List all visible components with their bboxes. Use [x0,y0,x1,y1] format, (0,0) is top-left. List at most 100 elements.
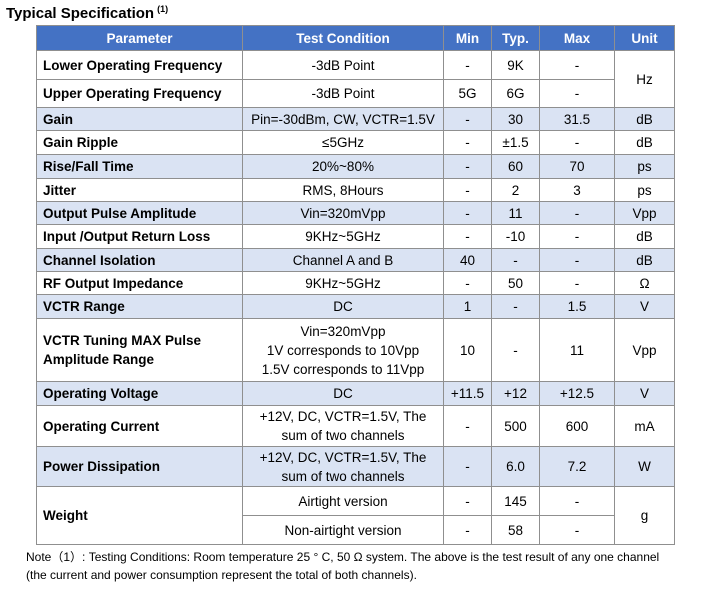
typ-cell: 11 [491,201,540,225]
header-max: Max [539,25,615,51]
param-cell: Jitter [36,178,243,202]
table-row: Rise/Fall Time 20%~80% - 60 70 ps [36,154,675,179]
max-cell: - [539,201,615,225]
table-row: VCTR Tuning MAX Pulse Amplitude Range Vi… [36,318,675,382]
typ-cell: 6.0 [491,446,540,487]
min-cell: - [443,405,492,447]
min-cell: - [443,515,492,545]
max-cell: 7.2 [539,446,615,487]
min-cell: - [443,486,492,516]
unit-cell: dB [614,130,675,155]
table-row: Upper Operating Frequency -3dB Point 5G … [36,79,675,108]
param-cell: Upper Operating Frequency [36,79,243,108]
condition-cell: +12V, DC, VCTR=1.5V, The sum of two chan… [242,405,444,447]
param-cell: VCTR Tuning MAX Pulse Amplitude Range [36,318,243,382]
max-cell: - [539,271,615,295]
max-cell: 11 [539,318,615,382]
unit-cell: Vpp [614,201,675,225]
table-row: Gain Ripple ≤5GHz - ±1.5 - dB [36,130,675,155]
condition-line: 1V corresponds to 10Vpp [266,342,420,358]
min-cell: - [443,224,492,249]
header-typ: Typ. [491,25,540,51]
param-cell: VCTR Range [36,294,243,319]
title-footnote-marker: (1) [157,4,169,14]
typ-cell: 2 [491,178,540,202]
condition-cell: ≤5GHz [242,130,444,155]
typ-cell: 30 [491,107,540,131]
condition-line: 1.5V corresponds to 11Vpp [261,361,425,377]
table-row: Channel Isolation Channel A and B 40 - -… [36,248,675,272]
unit-cell: ps [614,154,675,179]
condition-line: +12V, DC, VCTR=1.5V, The [259,449,427,465]
footnote: Note（1）: Testing Conditions: Room temper… [26,548,702,584]
unit-cell: V [614,381,675,406]
header-row: Parameter Test Condition Min Typ. Max Un… [36,25,675,51]
table-row: Gain Pin=-30dBm, CW, VCTR=1.5V - 30 31.5… [36,107,675,131]
typ-cell: 58 [491,515,540,545]
max-cell: - [539,79,615,108]
max-cell: - [539,515,615,545]
header-test-condition: Test Condition [242,25,444,51]
typ-cell: 145 [491,486,540,516]
condition-cell: Non-airtight version [242,515,444,545]
table-row: VCTR Range DC 1 - 1.5 V [36,294,675,319]
condition-line: sum of two channels [281,468,405,484]
typ-cell: 50 [491,271,540,295]
table-row: Jitter RMS, 8Hours - 2 3 ps [36,178,675,202]
table-row: Operating Voltage DC +11.5 +12 +12.5 V [36,381,675,406]
param-cell: RF Output Impedance [36,271,243,295]
param-line: VCTR Tuning MAX Pulse [43,333,201,348]
min-cell: - [443,154,492,179]
typ-cell: - [491,248,540,272]
max-cell: - [539,486,615,516]
param-cell: Gain Ripple [36,130,243,155]
condition-line: Vin=320mVpp [300,323,386,339]
param-cell: Power Dissipation [36,446,243,487]
max-cell: - [539,248,615,272]
spec-heading: Typical Specification (1) [6,4,168,22]
unit-cell: dB [614,248,675,272]
table-row: RF Output Impedance 9KHz~5GHz - 50 - Ω [36,271,675,295]
spec-title: Typical Specification [6,5,155,22]
footnote-line: (the current and power consumption repre… [26,568,417,582]
max-cell: +12.5 [539,381,615,406]
param-cell: Weight [36,486,243,545]
unit-cell: Hz [614,50,675,108]
table-row: Input /Output Return Loss 9KHz~5GHz - -1… [36,224,675,249]
table-row: Non-airtight version - 58 - [37,515,675,545]
min-cell: - [443,107,492,131]
param-cell: Operating Current [36,405,243,447]
condition-cell: DC [242,294,444,319]
min-cell: 5G [443,79,492,108]
unit-cell: dB [614,107,675,131]
min-cell: - [443,446,492,487]
typ-cell: - [491,318,540,382]
condition-cell: DC [242,381,444,406]
unit-cell: W [614,446,675,487]
unit-cell: V [614,294,675,319]
typ-cell: +12 [491,381,540,406]
typ-cell: ±1.5 [491,130,540,155]
param-cell: Rise/Fall Time [36,154,243,179]
max-cell: 70 [539,154,615,179]
condition-cell: -3dB Point [242,50,444,80]
param-cell: Operating Voltage [36,381,243,406]
max-cell: 1.5 [539,294,615,319]
condition-cell: Pin=-30dBm, CW, VCTR=1.5V [242,107,444,131]
typ-cell: -10 [491,224,540,249]
min-cell: +11.5 [443,381,492,406]
condition-cell: 9KHz~5GHz [242,224,444,249]
header-min: Min [443,25,492,51]
min-cell: - [443,271,492,295]
min-cell: 10 [443,318,492,382]
header-parameter: Parameter [36,25,243,51]
condition-cell: -3dB Point [242,79,444,108]
condition-cell: Airtight version [242,486,444,516]
footnote-line: Note（1）: Testing Conditions: Room temper… [26,550,660,564]
param-cell: Lower Operating Frequency [36,50,243,80]
table-row: Lower Operating Frequency -3dB Point - 9… [36,50,675,108]
typ-cell: - [491,294,540,319]
table-row: Output Pulse Amplitude Vin=320mVpp - 11 … [36,201,675,225]
condition-line: +12V, DC, VCTR=1.5V, The [259,409,427,424]
max-cell: - [539,224,615,249]
